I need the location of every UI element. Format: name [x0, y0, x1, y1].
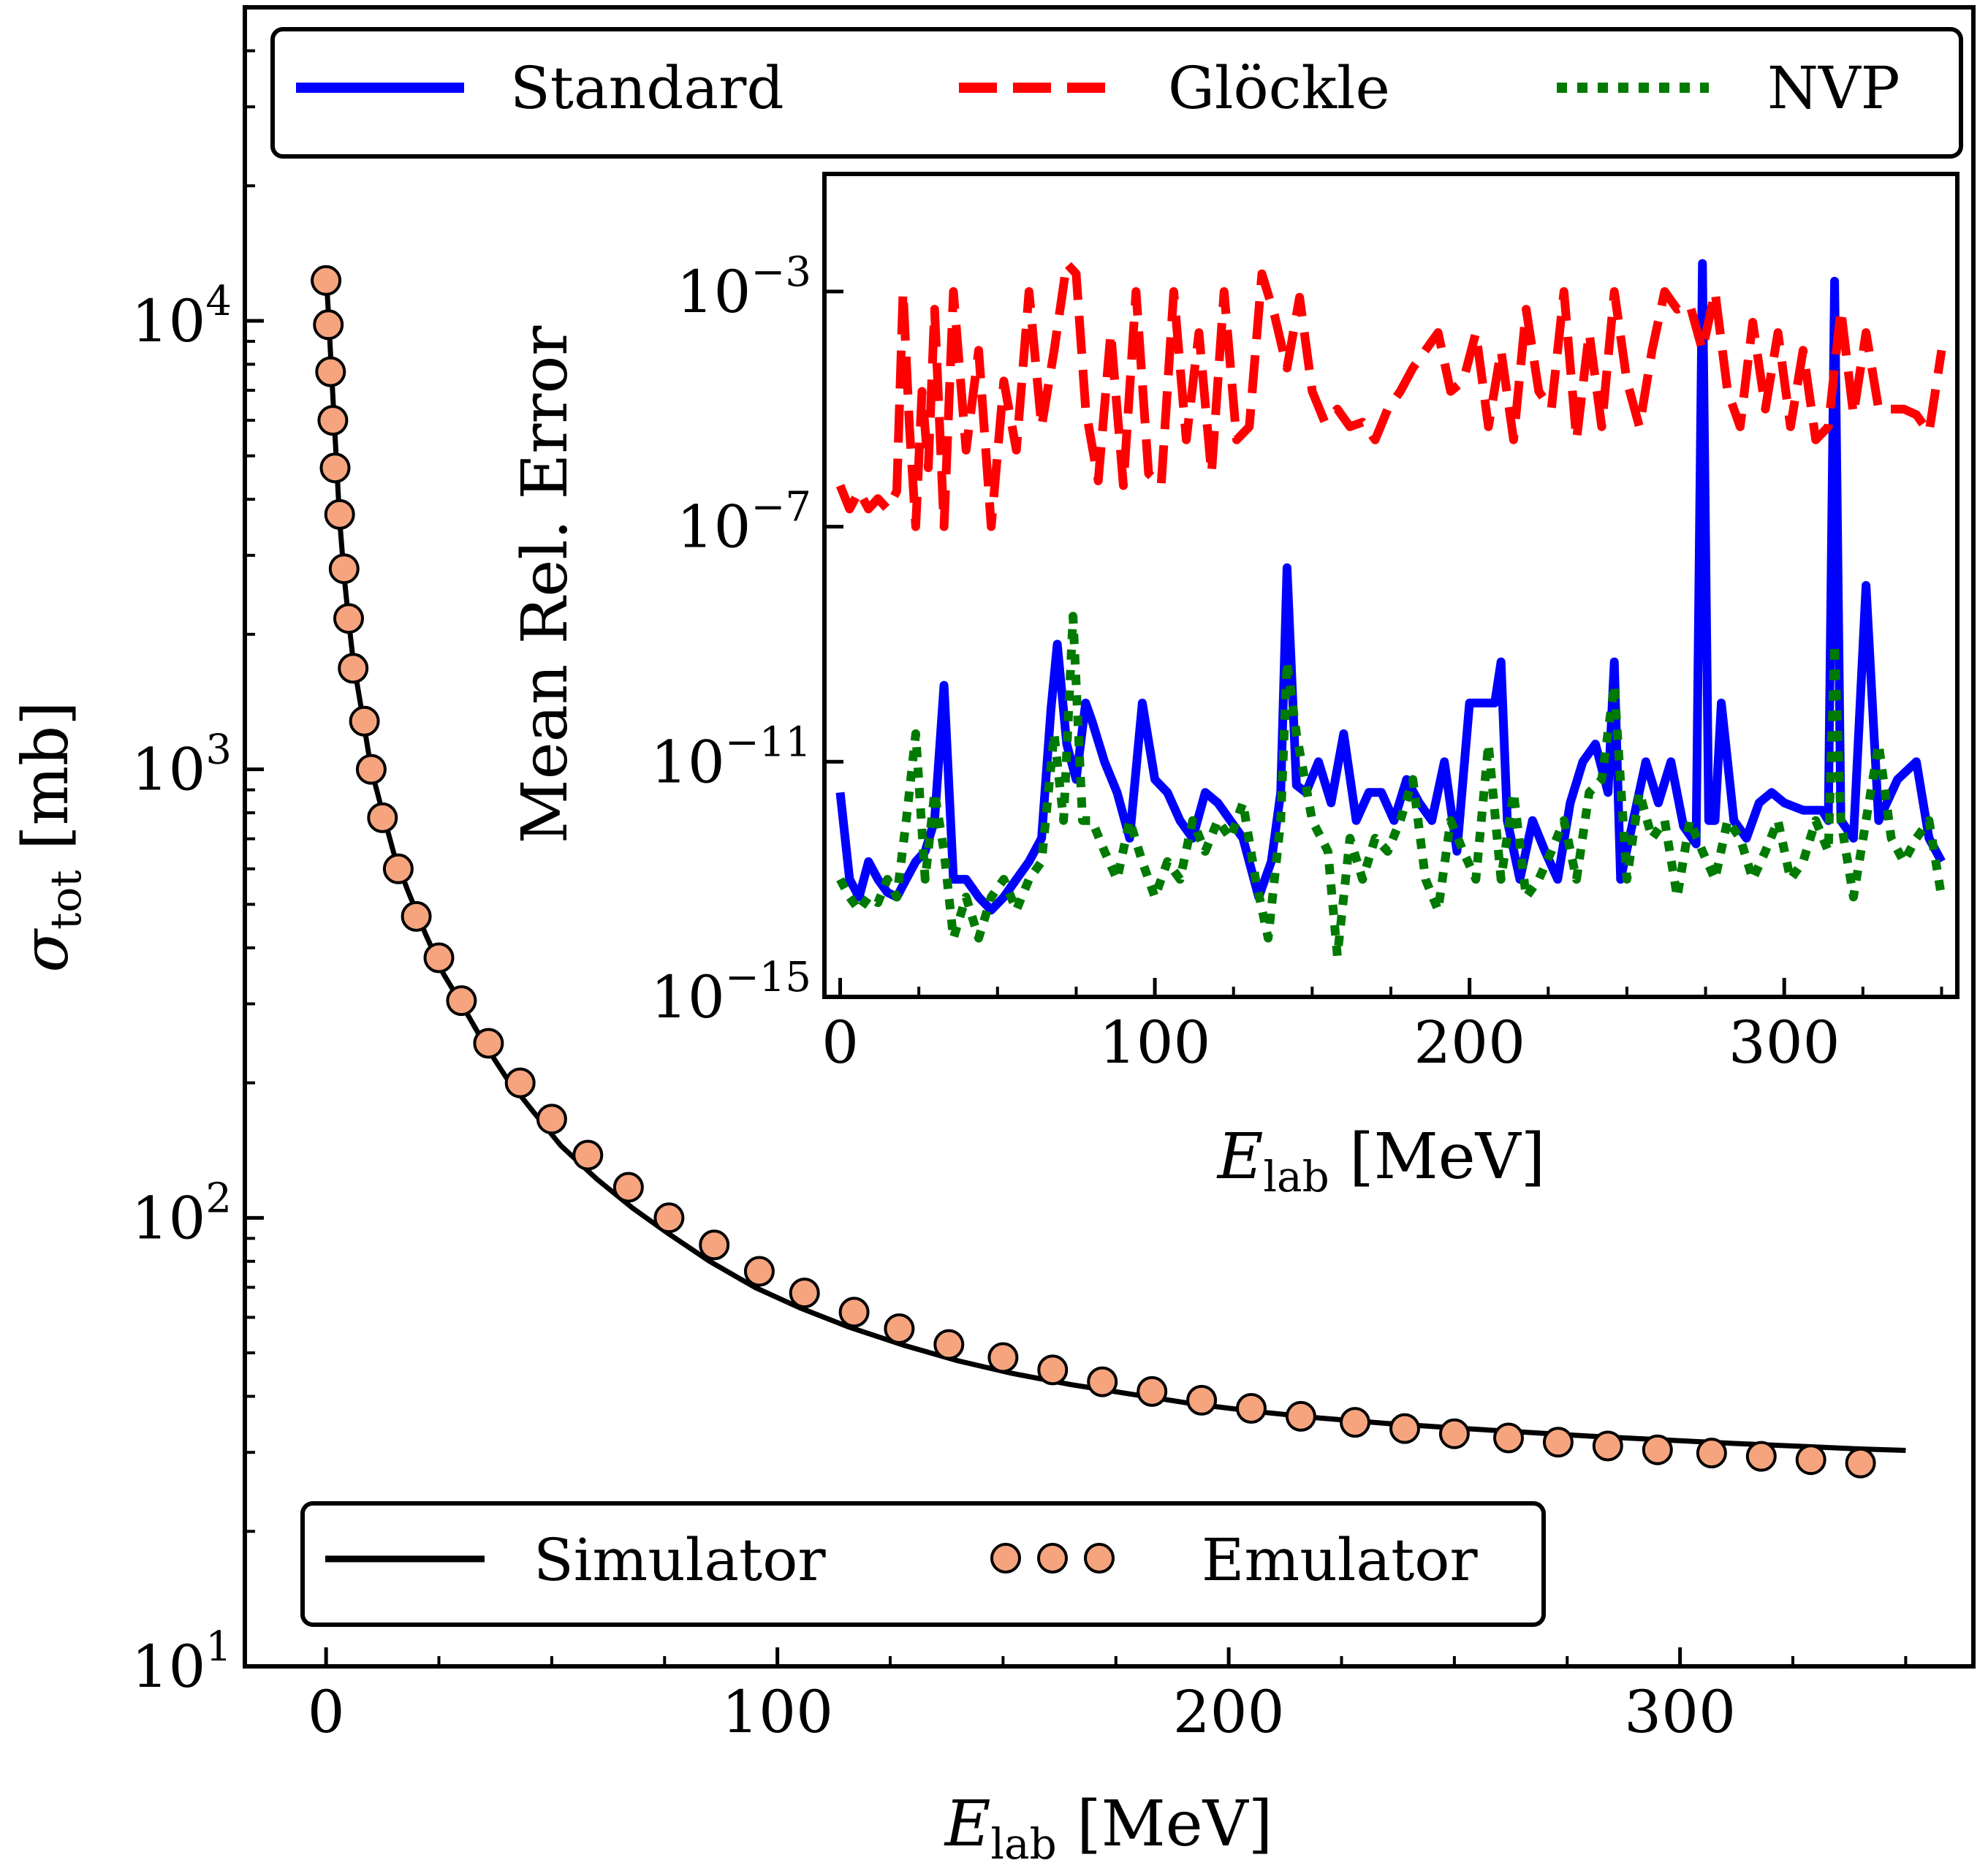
emulator-point [349, 705, 380, 737]
y-tick-label: 102 [132, 1174, 232, 1252]
emulator-point [933, 1329, 965, 1360]
main-x-axis-label: Elab [MeV] [944, 1788, 1273, 1869]
emulator-point [789, 1278, 820, 1309]
gl-ckle-series-line [835, 259, 1946, 531]
emulator-point [884, 1313, 915, 1344]
inset-plot-frame [822, 172, 1959, 999]
y-tick-label: 10−11 [650, 718, 811, 796]
x-tick-label: 0 [822, 1009, 859, 1077]
legend-standard-label: Standard [510, 54, 784, 122]
y-tick-label: 103 [132, 726, 232, 804]
nvp-series-line [836, 612, 1946, 960]
emulator-point [401, 900, 432, 932]
emulator-point [1745, 1441, 1777, 1472]
emulator-point [1285, 1400, 1316, 1432]
emulator-point [1186, 1384, 1218, 1416]
main-plot: 0 100 200 300 101 102 103 104 Elab [MeV] σtot [… [10, 5, 1976, 1869]
inset-axes-ticks: 0 100 200 300 10−15 10−11 10−7 10−3 [650, 248, 1943, 1077]
legend-emulator-marker [1084, 1543, 1115, 1574]
emulator-point [1087, 1366, 1118, 1397]
y-tick-label: 10−7 [677, 484, 811, 561]
legend-sim-emu: Simulator Emulator [300, 1501, 1546, 1627]
emulator-point [328, 553, 360, 585]
emulator-point [653, 1202, 685, 1234]
emulator-point [987, 1342, 1019, 1373]
x-tick-label: 100 [721, 1678, 833, 1746]
main-y-axis-label: σtot [mb] [10, 701, 91, 972]
emulator-point [1696, 1438, 1727, 1469]
emulator-point [333, 603, 364, 634]
inset-x-axis-label: Elab [MeV] [1216, 1120, 1546, 1202]
emulator-point [1037, 1354, 1069, 1386]
legend-emulator-marker [990, 1543, 1021, 1574]
emulator-point [536, 1104, 567, 1135]
x-tick-label: 0 [308, 1678, 345, 1746]
x-tick-label: 300 [1729, 1009, 1840, 1077]
emulator-point [504, 1067, 536, 1098]
emulator-point [317, 405, 349, 436]
emulator-point [315, 356, 346, 387]
standard-series-line [835, 259, 1946, 915]
legend-glockle-label: Glöckle [1168, 54, 1390, 122]
inset-background [824, 174, 1957, 997]
emulator-point [1137, 1375, 1168, 1407]
legend-methods-frame [270, 27, 1963, 159]
emulator-point [1642, 1434, 1673, 1465]
emulator-point [1592, 1430, 1623, 1462]
main-axes-ticks: 0 100 200 300 101 102 103 104 [132, 49, 1908, 1746]
y-tick-label: 101 [132, 1623, 232, 1701]
y-tick-label: 10−15 [650, 954, 811, 1031]
emulator-point [446, 985, 477, 1017]
emulator-point [355, 754, 387, 785]
legend-emulator-label: Emulator [1202, 1526, 1478, 1594]
emulator-point [319, 452, 351, 484]
x-tick-label: 300 [1624, 1678, 1736, 1746]
emulator-point [1493, 1422, 1524, 1454]
legend-sim-emu-frame [300, 1501, 1546, 1627]
emulator-point [338, 653, 369, 684]
legend-simulator-label: Simulator [534, 1526, 826, 1594]
emulator-point [1438, 1418, 1470, 1449]
x-tick-label: 200 [1173, 1678, 1285, 1746]
emulator-point [311, 265, 342, 296]
emulator-point [1236, 1393, 1267, 1424]
legend-nvp-label: NVP [1767, 54, 1900, 122]
inset-curves [835, 259, 1946, 960]
main-plot-frame [243, 5, 1976, 1669]
emulator-point [1542, 1427, 1574, 1458]
y-tick-label: 10−3 [677, 248, 811, 326]
y-tick-label: 104 [132, 278, 232, 355]
legend-methods: Standard Glöckle NVP [270, 27, 1963, 159]
x-tick-label: 200 [1414, 1009, 1525, 1077]
emulator-point [423, 942, 455, 974]
emulator-point [473, 1028, 504, 1059]
emulator-point [324, 498, 355, 530]
inset-y-axis-label: Mean Rel. Error [509, 325, 582, 844]
emulator-point [699, 1229, 730, 1261]
emulator-point [1340, 1407, 1370, 1438]
x-tick-label: 100 [1099, 1009, 1211, 1077]
emulator-point [313, 309, 344, 341]
emulator-point [838, 1297, 870, 1328]
emulator-point [367, 802, 398, 833]
emulator-point [572, 1139, 604, 1171]
emulator-point [743, 1256, 775, 1287]
emulator-point [1845, 1447, 1876, 1479]
emulator-point [1795, 1444, 1826, 1476]
legend-emulator-marker [1037, 1543, 1068, 1574]
main-curves [311, 265, 1906, 1479]
emulator-point [1389, 1413, 1420, 1444]
emulator-point [382, 853, 414, 884]
emulator-point [612, 1172, 644, 1203]
